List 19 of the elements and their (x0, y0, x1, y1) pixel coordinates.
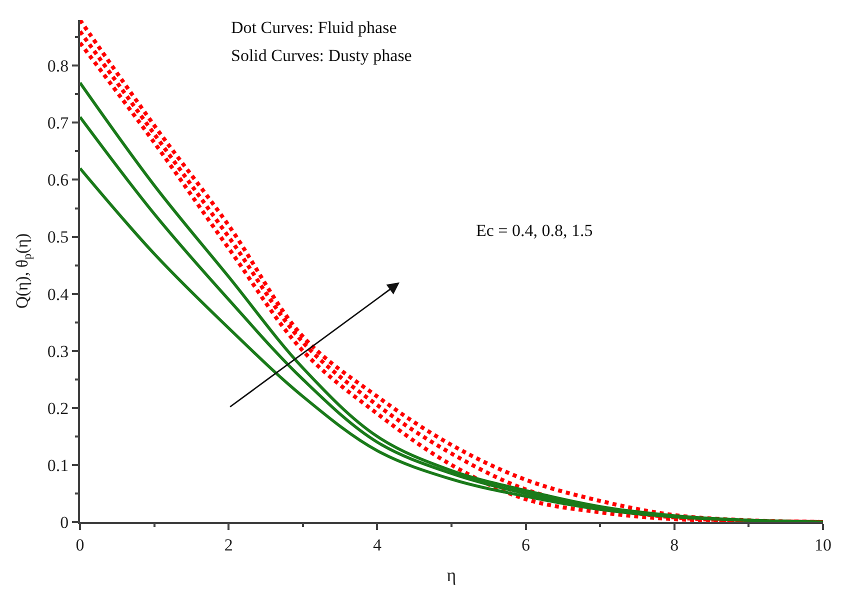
y-tick-label: 0.1 (47, 456, 69, 475)
y-tick-label: 0.4 (47, 284, 70, 304)
x-tick-label: 2 (224, 535, 233, 554)
x-axis-title: η (446, 565, 456, 585)
y-tick-label: 0.7 (47, 114, 70, 133)
y-tick-label: 0.2 (47, 398, 69, 418)
y-tick-label: 0.3 (47, 342, 69, 361)
x-tick-label: 0 (76, 535, 84, 554)
y-tick-label: 0 (60, 512, 69, 532)
x-tick-label: 8 (670, 535, 679, 554)
annotation: Dot Curves: Fluid phase (231, 18, 397, 37)
x-tick-label: 10 (814, 535, 832, 554)
x-tick-label: 4 (372, 535, 382, 554)
annotation: Solid Curves: Dusty phase (231, 46, 412, 65)
y-tick-label: 0.8 (47, 56, 69, 76)
y-tick-label: 0.5 (47, 228, 69, 247)
x-tick-label: 6 (522, 535, 530, 554)
y-tick-label: 0.6 (47, 170, 69, 190)
annotation: Ec = 0.4, 0.8, 1.5 (476, 221, 593, 240)
